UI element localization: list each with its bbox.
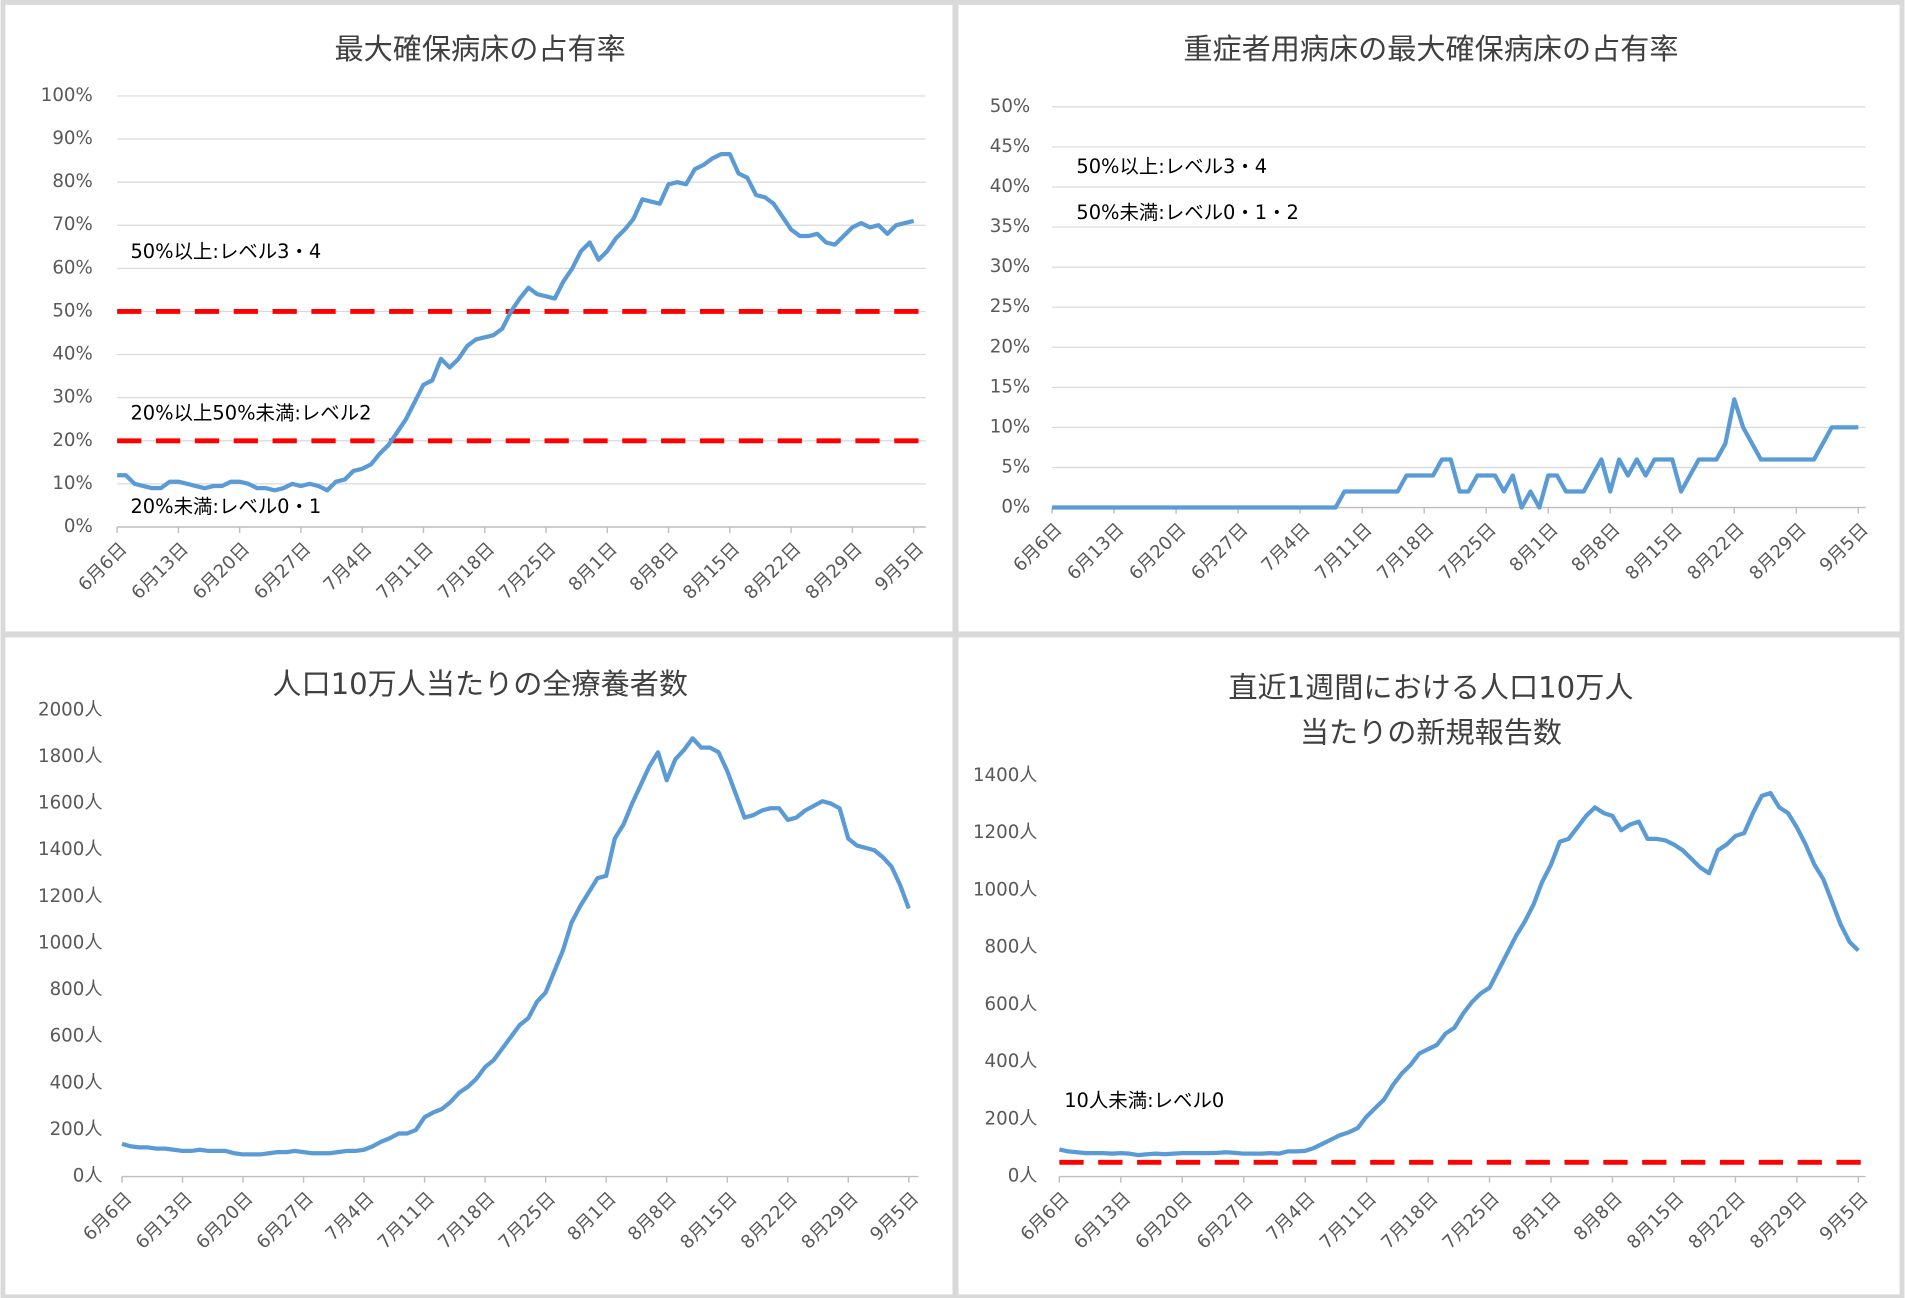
y-tick-label: 20%: [52, 430, 92, 451]
y-tick-label: 45%: [990, 136, 1030, 157]
y-tick-label: 1000人: [973, 879, 1038, 900]
annotation: 50%以上:レベル3・4: [1076, 155, 1267, 178]
panel: [5, 637, 953, 1295]
y-tick-label: 1200人: [38, 886, 103, 907]
y-tick-label: 0%: [1001, 497, 1030, 518]
y-tick-label: 20%: [990, 336, 1030, 357]
chart-title: 重症者用病床の最大確保病床の占有率: [1183, 32, 1678, 66]
y-tick-label: 0人: [73, 1166, 103, 1187]
y-tick-label: 30%: [52, 387, 92, 408]
y-tick-label: 200人: [50, 1119, 103, 1140]
y-tick-label: 5%: [1001, 456, 1030, 477]
y-tick-label: 800人: [985, 937, 1038, 958]
y-tick-label: 600人: [985, 994, 1038, 1015]
panel: [958, 637, 1900, 1295]
y-tick-label: 0%: [64, 516, 93, 537]
annotation: 20%未満:レベル0・1: [130, 495, 321, 518]
chart-title: 直近1週間における人口10万人: [1228, 671, 1633, 705]
y-tick-label: 50%: [990, 96, 1030, 117]
y-tick-label: 0人: [1008, 1166, 1038, 1187]
y-tick-label: 80%: [52, 171, 92, 192]
data-line: [1052, 397, 1859, 510]
annotation: 50%未満:レベル0・1・2: [1076, 201, 1299, 224]
y-tick-label: 800人: [50, 979, 103, 1000]
panel: [5, 4, 953, 632]
y-tick-label: 100%: [41, 85, 93, 106]
annotation: 10人未満:レベル0: [1064, 1089, 1224, 1112]
y-tick-label: 400人: [50, 1072, 103, 1093]
y-tick-label: 15%: [990, 376, 1030, 397]
y-tick-label: 600人: [50, 1026, 103, 1047]
chart-title: 当たりの新規報告数: [1300, 716, 1562, 750]
y-tick-label: 50%: [52, 300, 92, 321]
annotation: 50%以上:レベル3・4: [130, 240, 321, 263]
y-tick-label: 200人: [985, 1108, 1038, 1129]
y-tick-label: 40%: [52, 344, 92, 365]
y-tick-label: 35%: [990, 216, 1030, 237]
panel: [958, 4, 1900, 632]
y-tick-label: 400人: [985, 1051, 1038, 1072]
y-tick-label: 1600人: [38, 793, 103, 814]
chart-title: 人口10万人当たりの全療養者数: [272, 667, 688, 701]
data-line: [1058, 790, 1860, 1158]
y-tick-label: 90%: [52, 128, 92, 149]
y-tick-label: 1400人: [38, 839, 103, 860]
y-tick-label: 2000人: [38, 699, 103, 720]
data-line: [121, 736, 911, 1157]
data-line: [117, 151, 915, 493]
y-tick-label: 30%: [990, 256, 1030, 277]
y-tick-label: 70%: [52, 214, 92, 235]
y-tick-label: 25%: [990, 296, 1030, 317]
y-tick-label: 60%: [52, 257, 92, 278]
y-tick-label: 10%: [52, 473, 92, 494]
y-tick-label: 1800人: [38, 746, 103, 767]
annotation: 20%以上50%未満:レベル2: [130, 402, 371, 425]
y-tick-label: 1000人: [38, 932, 103, 953]
y-tick-label: 40%: [990, 176, 1030, 197]
chart-title: 最大確保病床の占有率: [335, 32, 626, 66]
y-tick-label: 1400人: [973, 765, 1038, 786]
y-tick-label: 1200人: [973, 822, 1038, 843]
y-tick-label: 10%: [990, 416, 1030, 437]
